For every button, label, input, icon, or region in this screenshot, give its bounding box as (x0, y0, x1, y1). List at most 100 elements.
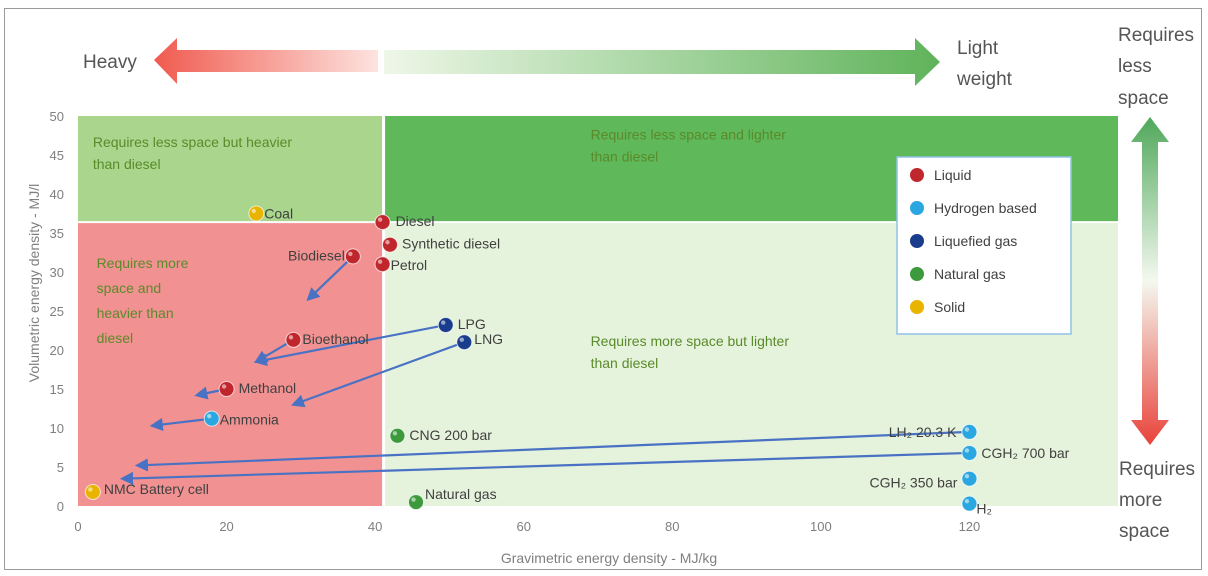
y-tick-40: 40 (50, 187, 64, 202)
y-tick-5: 5 (57, 460, 64, 475)
y-tick-25: 25 (50, 304, 64, 319)
conversion-arrow-7 (134, 430, 970, 472)
point-ammonia-highlight (207, 413, 212, 419)
less-space-label-line3: space (1118, 88, 1169, 109)
point-h (961, 495, 978, 512)
legend-box (896, 156, 1072, 335)
point-lpg (437, 317, 454, 334)
conversion-arrow-1 (306, 255, 354, 302)
point-synthetic-diesel-highlight (385, 240, 390, 245)
heavy-label: Heavy (83, 52, 137, 73)
legend-marker-hydrogen-based (910, 201, 924, 215)
region-4-label-line2: than diesel (591, 355, 659, 371)
point-petrol (374, 256, 391, 273)
x-tick-100: 100 (810, 519, 832, 534)
region-4-label-line1: Requires more space but lighter (591, 333, 790, 349)
point-nmc-battery-cell (84, 483, 101, 500)
point-label-natural-gas: Natural gas (425, 486, 497, 502)
point-lh-20-3-k-highlight (964, 427, 970, 432)
point-label-bioethanol: Bioethanol (302, 331, 368, 347)
y-tick-50: 50 (50, 109, 64, 124)
point-coal (248, 205, 265, 222)
more-space-label-line2: more (1119, 490, 1162, 511)
legend-marker-natural-gas (910, 267, 924, 281)
y-tick-45: 45 (50, 148, 64, 163)
point-cgh-350-bar-highlight (964, 474, 970, 479)
point-natural-gas-highlight (411, 497, 416, 502)
legend-marker-liquefied-gas (910, 234, 924, 248)
point-label-lpg: LPG (458, 316, 486, 332)
points-layer: Coal Diesel Synthetic diesel Biodiesel Petro… (84, 205, 1070, 517)
region-1-label-line1: Requires less space but heavier (93, 134, 293, 150)
legend-label-liquefied-gas: Liquefied gas (934, 233, 1017, 249)
conversion-arrow-4 (149, 417, 212, 431)
x-tick-80: 80 (665, 519, 679, 534)
point-methanol-highlight (221, 384, 227, 389)
region-3-label-line2: space and (97, 280, 162, 296)
point-label-nmc-battery-cell: NMC Battery cell (104, 481, 209, 497)
point-lh-20-3-k (961, 423, 978, 440)
point-cng-200-bar (389, 427, 406, 444)
y-tick-20: 20 (50, 343, 64, 358)
point-label-cgh-700-bar: CGH₂ 700 bar (981, 445, 1069, 461)
point-lpg-highlight (441, 320, 446, 325)
y-axis-label: Volumetric energy density - MJ/l (26, 184, 42, 382)
x-axis-label: Gravimetric energy density - MJ/kg (501, 550, 717, 566)
point-label-h: H₂ (976, 501, 992, 517)
region-1-label-line2: than diesel (93, 156, 161, 172)
region-3-label-line3: heavier than (97, 305, 174, 321)
region-1 (78, 116, 383, 223)
legend-label-liquid: Liquid (934, 167, 971, 183)
point-label-methanol: Methanol (239, 380, 297, 396)
point-cng-200-bar-highlight (392, 431, 398, 436)
light-arrow-shape (384, 38, 940, 86)
point-biodiesel-highlight (348, 251, 353, 257)
point-lng-highlight (459, 337, 464, 342)
y-tick-0: 0 (57, 499, 64, 514)
x-tick-60: 60 (516, 519, 530, 534)
point-label-coal: Coal (264, 206, 293, 222)
axes-layer: Gravimetric energy density - MJ/kg Volum… (26, 109, 980, 566)
conversion-arrow-6 (290, 341, 465, 408)
light-weight-label-line2: weight (956, 69, 1013, 90)
point-bioethanol (285, 331, 302, 348)
y-tick-30: 30 (50, 265, 64, 280)
more-space-label-line1: Requires (1119, 459, 1195, 480)
point-label-lng: LNG (474, 331, 503, 347)
point-label-cgh-350-bar: CGH₂ 350 bar (870, 475, 958, 491)
region-3-label-line4: diesel (97, 330, 134, 346)
point-natural-gas (408, 494, 424, 511)
point-label-synthetic-diesel: Synthetic diesel (402, 236, 500, 252)
point-label-ammonia: Ammonia (220, 412, 279, 428)
point-label-biodiesel: Biodiesel (288, 247, 345, 263)
x-tick-0: 0 (74, 519, 81, 534)
conversion-arrow-8 (119, 451, 970, 485)
region-3-label-line1: Requires more (97, 255, 189, 271)
space-arrow: Requires less space Requires more space (1118, 25, 1195, 542)
point-label-cng-200-bar: CNG 200 bar (409, 427, 492, 443)
point-label-diesel: Diesel (396, 213, 435, 229)
y-tick-15: 15 (50, 382, 64, 397)
legend-marker-solid (910, 300, 924, 314)
point-diesel-highlight (377, 217, 383, 222)
space-arrow-shape (1131, 117, 1169, 445)
x-tick-40: 40 (368, 519, 382, 534)
point-cgh-700-bar (961, 444, 978, 461)
legend-label-solid: Solid (934, 299, 965, 315)
heavy-arrow-shape (154, 38, 378, 84)
region-2-label-line2: than diesel (591, 148, 659, 164)
conversion-arrow-5 (253, 323, 446, 367)
legend: Liquid Hydrogen based Liquefied gas Natural… (896, 156, 1072, 335)
point-biodiesel (344, 248, 361, 265)
region-2-label-line1: Requires less space and lighter (591, 126, 787, 142)
less-space-label-line2: less (1118, 56, 1152, 77)
x-tick-120: 120 (959, 519, 981, 534)
point-cgh-350-bar (961, 470, 978, 487)
legend-label-hydrogen-based: Hydrogen based (934, 200, 1037, 216)
point-bioethanol-highlight (288, 335, 294, 340)
point-lng (456, 334, 473, 351)
point-diesel (374, 214, 391, 231)
point-nmc-battery-cell-highlight (88, 487, 93, 492)
point-ammonia (203, 410, 220, 427)
